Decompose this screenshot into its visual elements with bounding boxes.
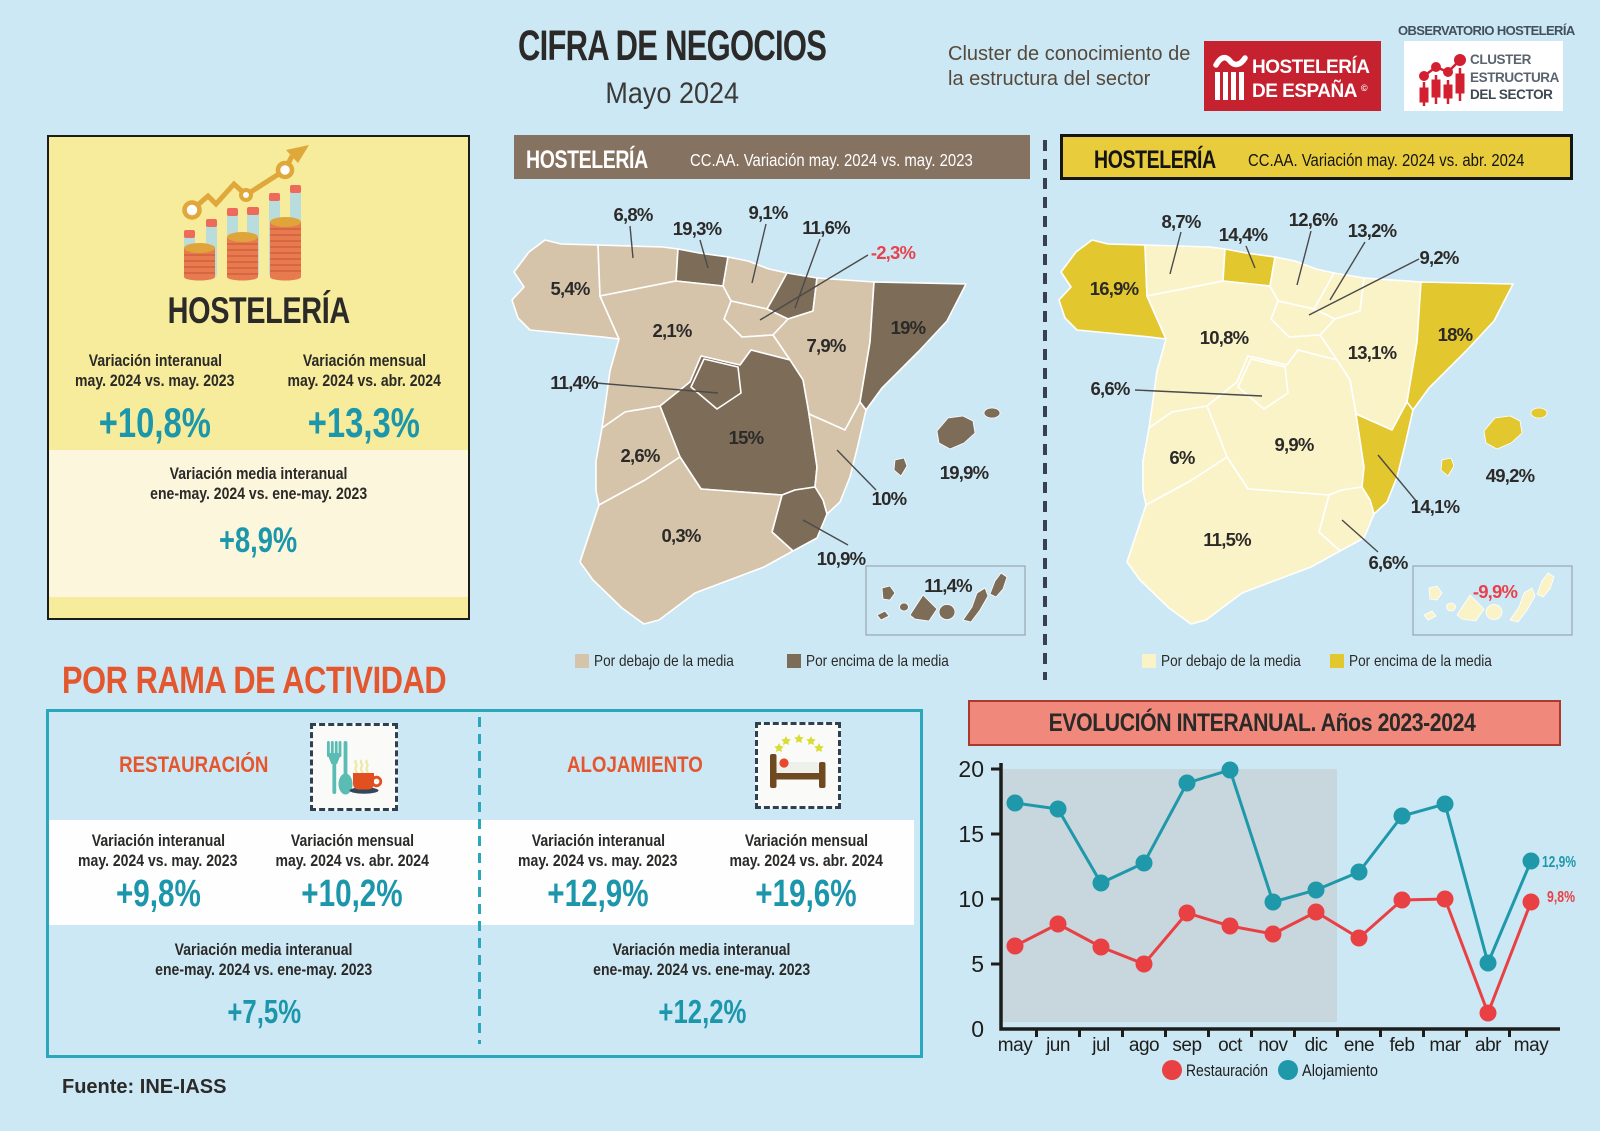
svg-text:11,4%: 11,4% (924, 575, 972, 596)
svg-text:2,1%: 2,1% (653, 320, 692, 341)
svg-text:dic: dic (1305, 1035, 1328, 1056)
svg-text:19,3%: 19,3% (673, 218, 722, 239)
svg-text:14,1%: 14,1% (1411, 496, 1460, 517)
svg-text:nov: nov (1258, 1035, 1288, 1056)
svg-text:12,6%: 12,6% (1289, 209, 1338, 230)
svg-text:19,9%: 19,9% (940, 462, 989, 483)
svg-text:may: may (998, 1035, 1033, 1056)
svg-text:14,4%: 14,4% (1219, 224, 1268, 245)
svg-text:11,5%: 11,5% (1203, 529, 1251, 550)
svg-text:ene: ene (1344, 1035, 1374, 1056)
svg-text:0: 0 (971, 1016, 984, 1042)
svg-text:Alojamiento: Alojamiento (1302, 1061, 1378, 1080)
svg-text:11,4%: 11,4% (550, 372, 598, 393)
svg-text:mar: mar (1429, 1035, 1461, 1056)
svg-text:10%: 10% (872, 488, 907, 509)
svg-text:abr: abr (1475, 1035, 1502, 1056)
svg-text:8,7%: 8,7% (1162, 211, 1201, 232)
svg-text:10: 10 (958, 886, 984, 912)
svg-text:9,2%: 9,2% (1420, 247, 1459, 268)
svg-text:2,6%: 2,6% (621, 445, 660, 466)
svg-text:5: 5 (971, 951, 984, 977)
svg-text:10,8%: 10,8% (1200, 327, 1249, 348)
svg-text:12,9%: 12,9% (1542, 854, 1576, 871)
svg-text:9,9%: 9,9% (1275, 434, 1314, 455)
svg-text:5,4%: 5,4% (551, 278, 590, 299)
svg-text:0,3%: 0,3% (662, 525, 701, 546)
svg-text:13,1%: 13,1% (1348, 342, 1397, 363)
svg-text:6,6%: 6,6% (1091, 378, 1130, 399)
svg-text:9,8%: 9,8% (1547, 889, 1575, 906)
svg-text:9,1%: 9,1% (749, 202, 788, 223)
svg-text:13,2%: 13,2% (1348, 220, 1397, 241)
svg-text:Restauración: Restauración (1186, 1061, 1268, 1080)
svg-text:20: 20 (958, 756, 984, 782)
svg-text:jun: jun (1045, 1035, 1070, 1056)
svg-text:may: may (1514, 1035, 1549, 1056)
svg-text:10,9%: 10,9% (817, 548, 866, 569)
svg-text:15: 15 (958, 821, 984, 847)
svg-text:oct: oct (1218, 1035, 1243, 1056)
svg-text:ago: ago (1129, 1035, 1159, 1056)
svg-text:18%: 18% (1438, 324, 1473, 345)
svg-text:jul: jul (1091, 1035, 1110, 1056)
svg-text:-2,3%: -2,3% (871, 242, 916, 263)
svg-text:15%: 15% (729, 427, 764, 448)
svg-text:feb: feb (1390, 1035, 1415, 1056)
svg-text:7,9%: 7,9% (807, 335, 846, 356)
svg-text:6,6%: 6,6% (1369, 552, 1408, 573)
svg-text:sep: sep (1172, 1035, 1201, 1056)
svg-text:-9,9%: -9,9% (1473, 581, 1518, 602)
svg-text:19%: 19% (891, 317, 926, 338)
svg-text:11,6%: 11,6% (802, 217, 850, 238)
svg-text:49,2%: 49,2% (1486, 465, 1535, 486)
svg-text:6%: 6% (1169, 447, 1194, 468)
svg-text:6,8%: 6,8% (614, 204, 653, 225)
svg-text:16,9%: 16,9% (1090, 278, 1139, 299)
